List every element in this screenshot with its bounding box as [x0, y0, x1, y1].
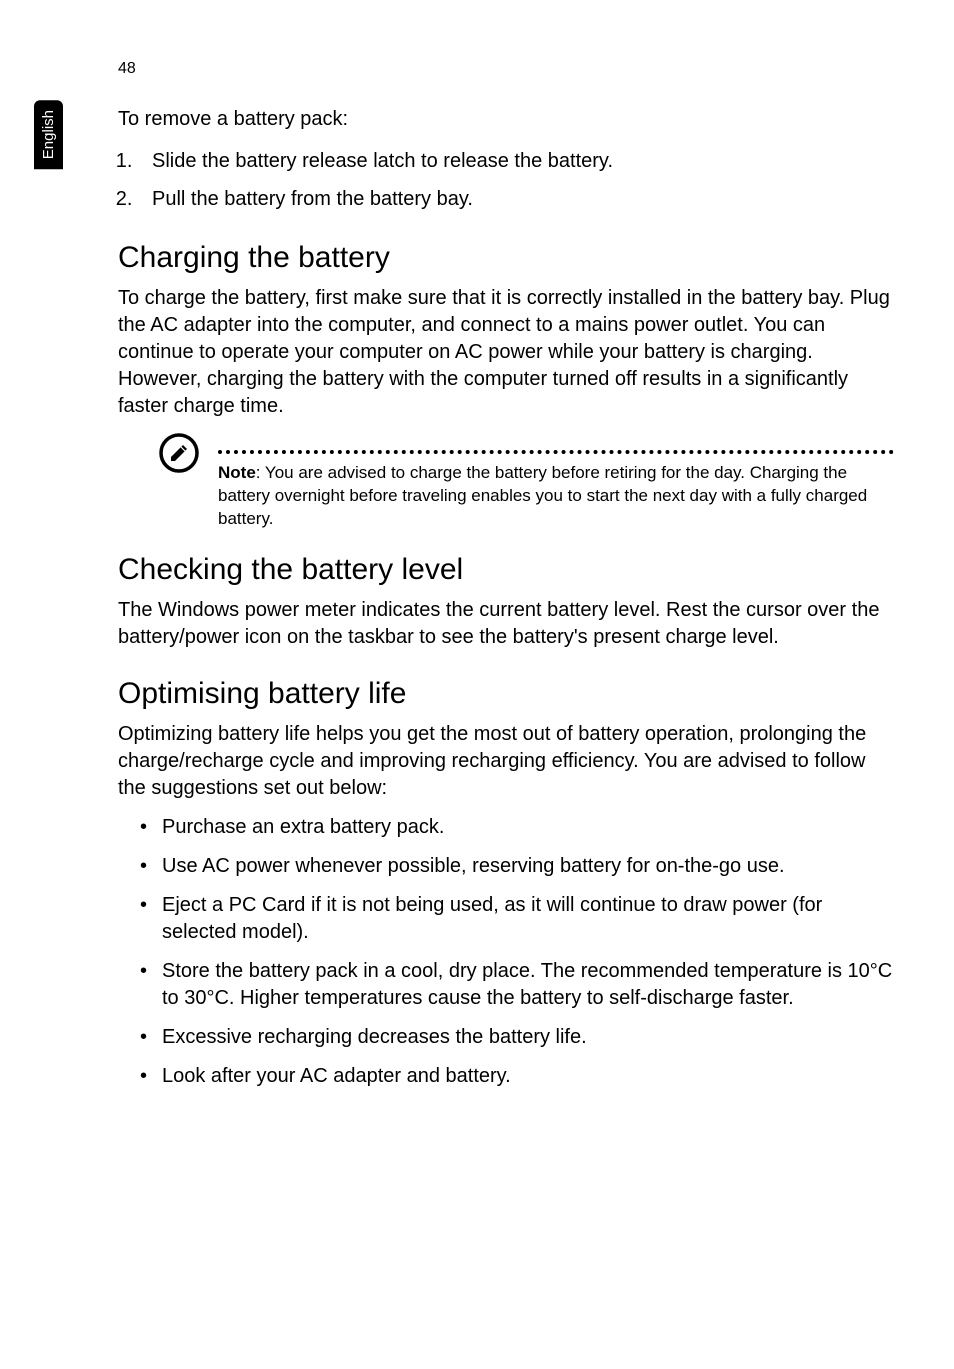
dotted-divider — [218, 450, 894, 454]
charging-body: To charge the battery, first make sure t… — [118, 285, 894, 420]
bullet-item: Use AC power whenever possible, reservin… — [140, 853, 894, 880]
checking-body: The Windows power meter indicates the cu… — [118, 597, 894, 651]
bullet-item: Purchase an extra battery pack. — [140, 814, 894, 841]
checking-heading: Checking the battery level — [118, 553, 894, 587]
bullet-item: Eject a PC Card if it is not being used,… — [140, 892, 894, 946]
step-item: Pull the battery from the battery bay. — [138, 183, 894, 215]
bullet-item: Excessive recharging decreases the batte… — [140, 1024, 894, 1051]
note-label: Note — [218, 463, 256, 482]
bullet-item: Look after your AC adapter and battery. — [140, 1063, 894, 1090]
note-body-text: : You are advised to charge the battery … — [218, 463, 867, 528]
language-tab: English — [34, 100, 63, 169]
optimising-heading: Optimising battery life — [118, 677, 894, 711]
optimising-bullets: Purchase an extra battery pack. Use AC p… — [118, 814, 894, 1090]
note-text: Note: You are advised to charge the batt… — [218, 462, 894, 531]
page-number: 48 — [118, 60, 894, 78]
page-container: English 48 To remove a battery pack: Sli… — [0, 0, 954, 1369]
remove-battery-heading: To remove a battery pack: — [118, 106, 894, 133]
remove-battery-steps: Slide the battery release latch to relea… — [118, 145, 894, 215]
bullet-item: Store the battery pack in a cool, dry pl… — [140, 958, 894, 1012]
note-block: Note: You are advised to charge the batt… — [158, 432, 894, 531]
optimising-body: Optimizing battery life helps you get th… — [118, 721, 894, 802]
step-item: Slide the battery release latch to relea… — [138, 145, 894, 177]
pencil-note-icon — [158, 432, 200, 479]
note-content: Note: You are advised to charge the batt… — [218, 432, 894, 531]
charging-heading: Charging the battery — [118, 241, 894, 275]
